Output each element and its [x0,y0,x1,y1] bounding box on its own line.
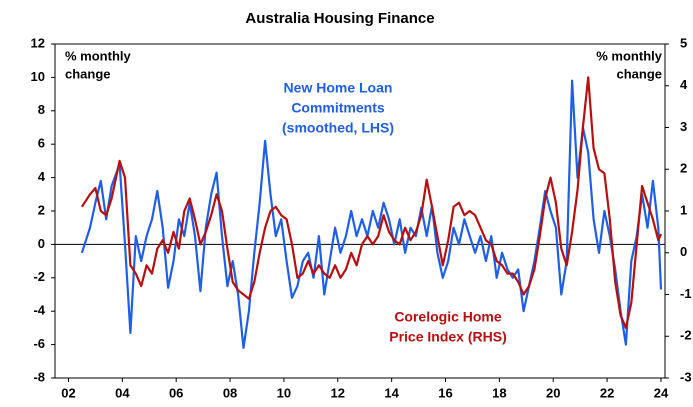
x-tick-label: 14 [384,385,399,400]
y2-tick-label: 1 [680,202,687,217]
y2-axis-label: % monthly [596,48,662,63]
y-axis-label: change [65,66,111,81]
x-tick-label: 06 [169,385,183,400]
y-tick-label: 6 [38,136,45,151]
x-tick-label: 16 [438,385,452,400]
y2-tick-label: 0 [680,244,687,259]
chart-title: Australia Housing Finance [245,10,434,27]
y-tick-label: -2 [33,269,45,284]
y-tick-label: 2 [38,202,45,217]
y2-tick-label: 2 [680,161,687,176]
y-tick-label: 10 [31,69,45,84]
x-tick-label: 02 [61,385,75,400]
y-tick-label: 12 [31,35,45,50]
series-label: Commitments [291,100,385,116]
y-tick-label: -4 [33,303,45,318]
y2-tick-label: -1 [680,286,692,301]
series-label: Corelogic Home [394,309,502,325]
y2-tick-label: 4 [680,77,688,92]
y2-axis-label: change [616,66,662,81]
x-tick-label: 20 [546,385,560,400]
y2-tick-label: 5 [680,35,687,50]
y-tick-label: 0 [38,236,45,251]
x-tick-label: 12 [331,385,345,400]
x-tick-label: 10 [277,385,291,400]
x-tick-label: 04 [115,385,130,400]
y2-tick-label: 3 [680,119,687,134]
y-tick-label: -8 [33,369,45,384]
x-tick-label: 22 [600,385,614,400]
y-tick-label: 4 [38,169,46,184]
x-tick-label: 18 [492,385,506,400]
y2-tick-label: -2 [680,328,692,343]
y-tick-label: -6 [33,336,45,351]
series-label: New Home Loan [284,80,393,96]
series-label: Price Index (RHS) [389,329,506,345]
x-tick-label: 08 [223,385,237,400]
x-tick-label: 24 [654,385,669,400]
y-tick-label: 8 [38,102,45,117]
series-line [80,76,663,329]
y-axis-label: % monthly [65,48,131,63]
y2-tick-label: -3 [680,369,692,384]
series-label: (smoothed, LHS) [282,120,394,136]
series-line [80,79,663,349]
